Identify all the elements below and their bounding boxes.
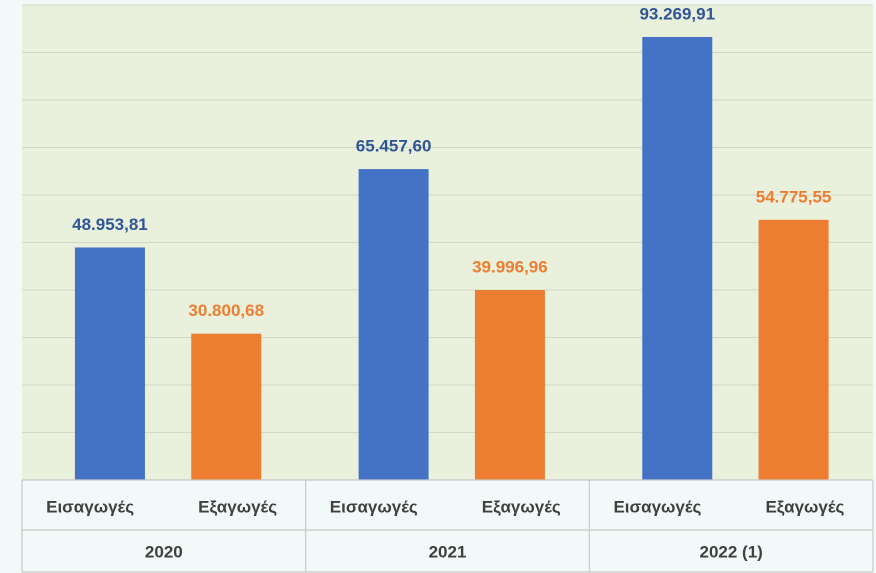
data-label: 39.996,96 (472, 257, 548, 276)
bar (191, 333, 262, 480)
sub-category-label: Εξαγωγές (198, 497, 277, 516)
sub-category-label: Εξαγωγές (765, 497, 844, 516)
sub-category-label: Εισαγωγές (330, 497, 418, 516)
sub-category-label: Εξαγωγές (482, 497, 561, 516)
data-label: 93.269,91 (639, 4, 715, 23)
category-label: 2022 (1) (700, 542, 763, 561)
sub-category-label: Εισαγωγές (46, 497, 134, 516)
data-label: 65.457,60 (356, 137, 432, 156)
bar (74, 247, 145, 480)
bar (358, 169, 429, 480)
category-label: 2021 (429, 542, 467, 561)
sub-category-label: Εισαγωγές (613, 497, 701, 516)
data-label: 54.775,55 (756, 187, 832, 206)
bar (642, 36, 713, 480)
category-label: 2020 (145, 542, 183, 561)
bar (474, 290, 545, 480)
bar (758, 219, 829, 480)
data-label: 48.953,81 (72, 215, 148, 234)
data-label: 30.800,68 (188, 301, 264, 320)
